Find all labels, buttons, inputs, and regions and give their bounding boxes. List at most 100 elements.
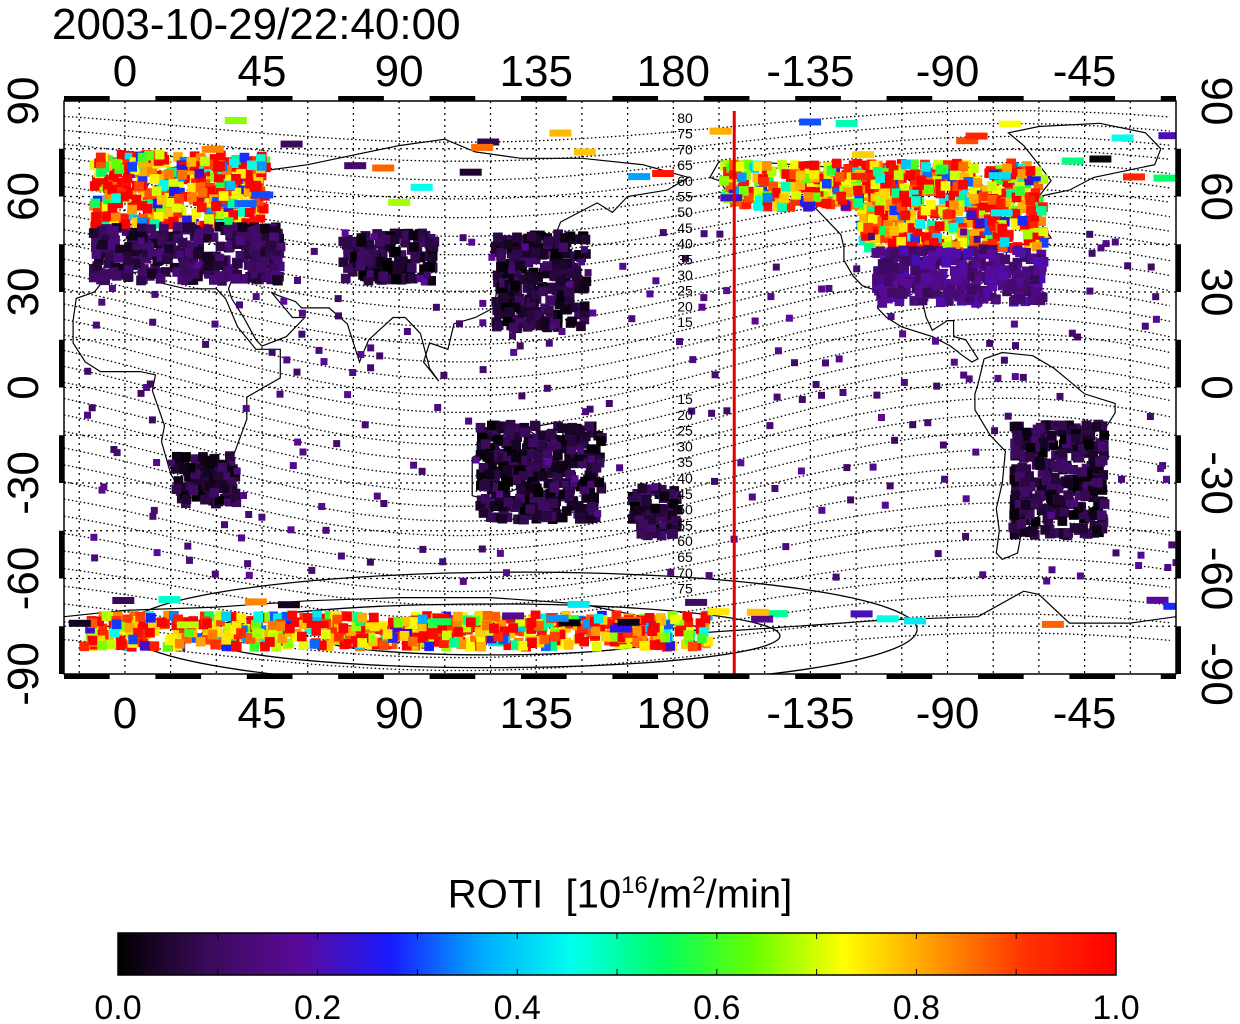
roti-cell <box>530 290 541 300</box>
roti-cell <box>636 529 647 539</box>
roti-cell <box>340 273 351 284</box>
roti-cell <box>339 639 350 650</box>
roti-cell <box>510 281 521 291</box>
roti-cell <box>110 211 121 222</box>
roti-cell <box>852 185 863 196</box>
x-tick-label-bottom: 0 <box>113 689 137 738</box>
roti-cell <box>346 626 356 636</box>
roti-cell <box>636 615 647 626</box>
roti-cell <box>1000 197 1011 208</box>
roti-cell <box>497 262 508 273</box>
roti-cell <box>825 285 833 292</box>
roti-cell <box>1006 158 1016 169</box>
roti-cell <box>357 612 367 623</box>
roti-cell <box>541 641 551 652</box>
roti-cell <box>124 622 135 633</box>
roti-cell <box>260 223 270 234</box>
roti-cell <box>688 407 696 415</box>
frame-segment <box>1176 435 1181 483</box>
roti-cell <box>149 219 160 229</box>
roti-cell <box>999 237 1010 247</box>
roti-cell <box>1022 161 1032 171</box>
roti-cell <box>221 611 231 621</box>
roti-cell <box>1056 392 1064 400</box>
roti-cell <box>188 255 199 266</box>
roti-cell <box>179 464 189 475</box>
roti-cell <box>184 542 192 550</box>
roti-cell <box>294 277 301 284</box>
frame-segment <box>64 96 110 101</box>
roti-cell <box>173 614 183 625</box>
roti-cell <box>1037 470 1045 478</box>
roti-cell <box>909 178 920 189</box>
roti-cell <box>366 558 374 566</box>
roti-cell <box>237 222 248 232</box>
roti-cell <box>1020 184 1030 194</box>
roti-cell <box>875 225 886 236</box>
roti-cell <box>515 318 526 329</box>
roti-cell <box>369 612 379 623</box>
roti-cell <box>181 452 191 462</box>
roti-cell <box>1123 173 1145 181</box>
roti-cell <box>542 261 553 271</box>
roti-cell <box>205 255 215 265</box>
roti-cell <box>203 261 214 271</box>
roti-cell <box>509 292 519 302</box>
frame-segment <box>338 674 384 679</box>
roti-cell <box>566 445 577 455</box>
roti-cell <box>1004 412 1012 420</box>
roti-cell <box>289 462 297 470</box>
mlat-label-north: 35 <box>677 251 693 267</box>
roti-cell <box>1080 491 1090 501</box>
roti-cell <box>992 231 1003 242</box>
roti-cell <box>479 319 487 327</box>
roti-cell <box>780 181 791 192</box>
mlat-label-north: 55 <box>677 189 693 205</box>
roti-cell <box>1010 320 1018 328</box>
roti-cell <box>960 279 971 290</box>
roti-cell <box>836 191 846 202</box>
roti-cell <box>720 194 743 202</box>
roti-cell <box>225 242 235 252</box>
roti-cell <box>571 475 579 483</box>
roti-cell <box>896 202 907 213</box>
roti-cell <box>1068 465 1079 475</box>
roti-cell <box>600 632 611 642</box>
roti-cell <box>843 464 851 472</box>
roti-cell <box>144 188 155 198</box>
roti-cell <box>915 219 925 229</box>
roti-cell <box>119 191 129 202</box>
frame-segment <box>429 674 476 679</box>
roti-cell <box>791 359 798 367</box>
roti-cell <box>231 174 241 184</box>
roti-cell <box>135 611 145 622</box>
roti-cell <box>557 423 567 433</box>
mlat-contour <box>64 502 1171 579</box>
roti-cell <box>914 273 925 284</box>
roti-cells <box>68 117 1176 652</box>
roti-cell <box>674 620 685 630</box>
roti-cell <box>596 436 606 446</box>
roti-cell <box>652 277 660 285</box>
roti-cell <box>879 210 890 220</box>
roti-cell <box>976 250 987 260</box>
roti-cell <box>1017 216 1028 226</box>
roti-cell <box>986 339 994 347</box>
roti-cell <box>772 187 782 198</box>
roti-cell <box>974 202 985 212</box>
roti-cell <box>474 627 485 637</box>
roti-cell <box>526 618 537 628</box>
roti-cell <box>1097 442 1108 452</box>
roti-cell <box>219 483 229 493</box>
roti-cell <box>180 489 190 500</box>
roti-cell <box>1031 435 1042 446</box>
roti-cell <box>277 633 288 643</box>
roti-cell <box>533 271 543 282</box>
magnetic-latitude-labels: 8075706560555045403530252015152025303540… <box>677 110 693 597</box>
roti-cell <box>1023 286 1034 297</box>
roti-cell <box>1038 174 1049 184</box>
roti-cell <box>311 626 322 636</box>
roti-cell <box>789 169 800 180</box>
roti-cell <box>545 339 553 347</box>
roti-cell <box>622 639 633 649</box>
